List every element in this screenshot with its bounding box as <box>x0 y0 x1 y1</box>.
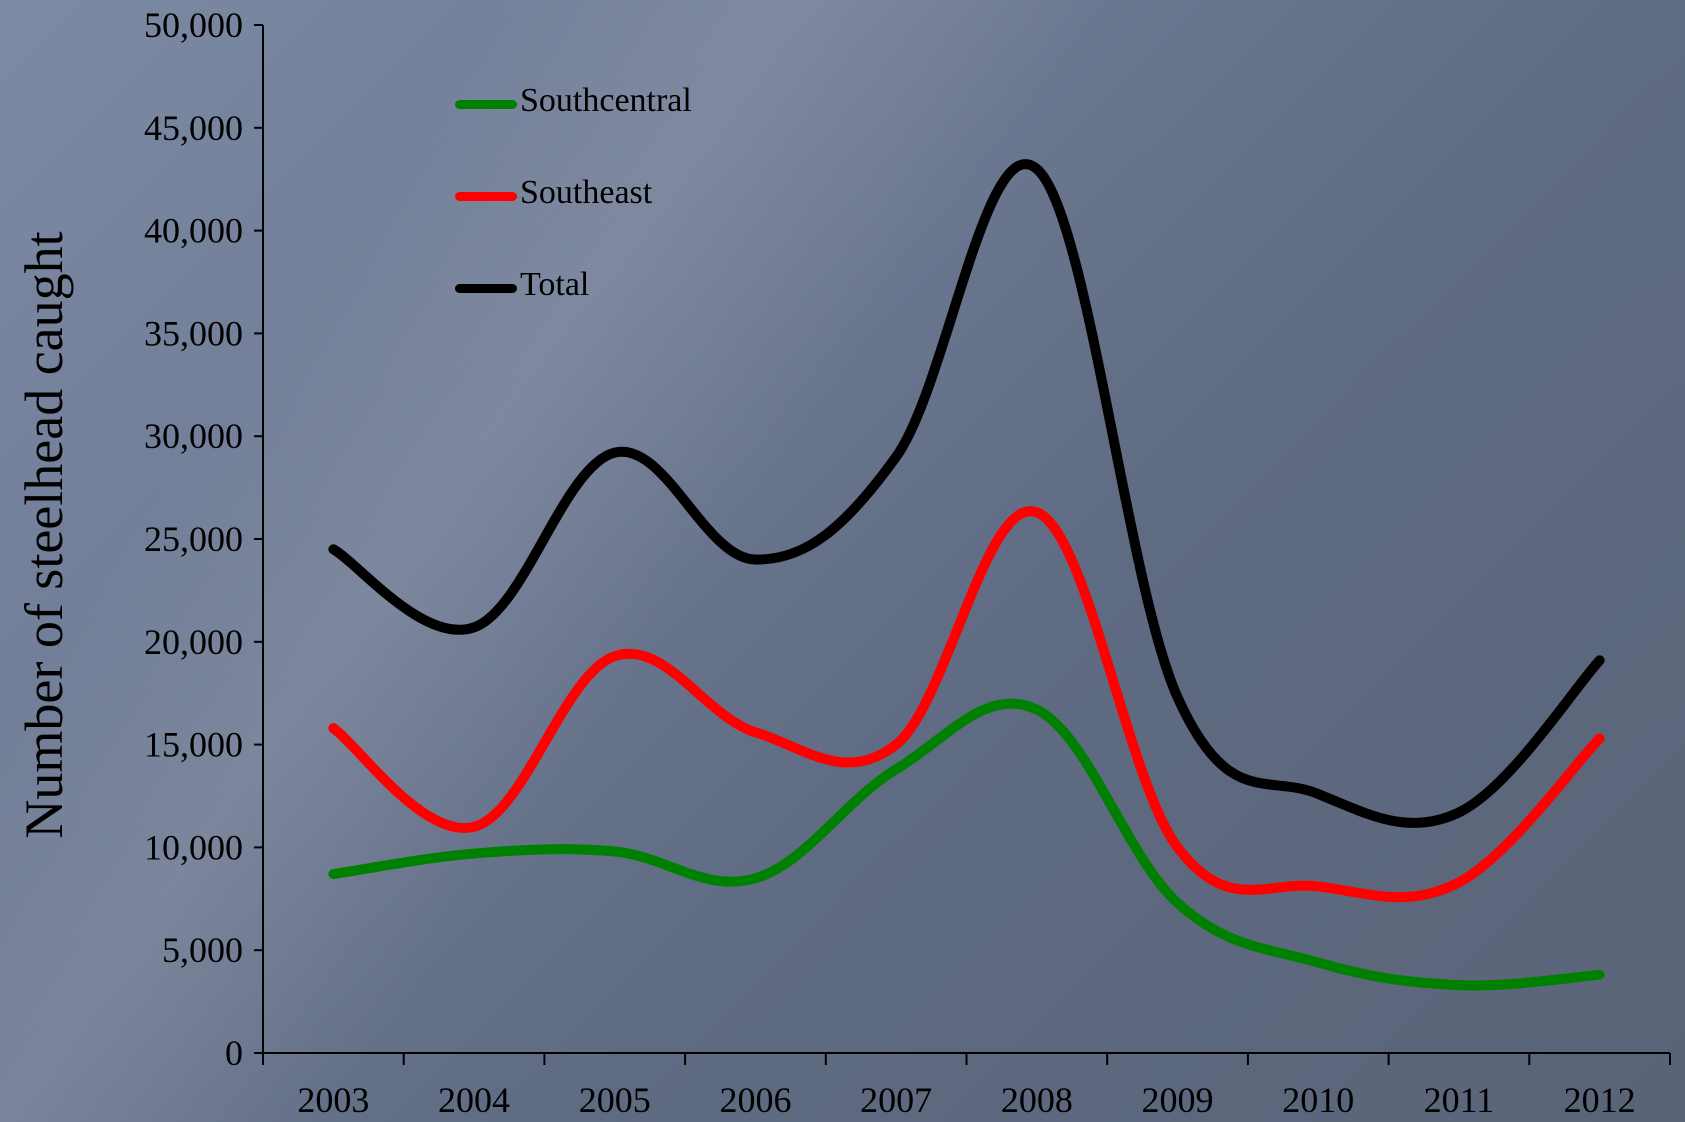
x-tick-label: 2006 <box>719 1080 791 1120</box>
legend-label-total: Total <box>520 266 590 303</box>
x-tick-label: 2005 <box>579 1080 651 1120</box>
y-tick-label: 45,000 <box>144 108 243 148</box>
axes: 0 5,000 10,000 15,000 20,000 25,000 30,000 35,0… <box>144 5 1671 1120</box>
legend-label-southcentral: Southcentral <box>520 82 692 119</box>
legend-swatch-southcentral <box>455 100 517 109</box>
y-tick-label: 20,000 <box>144 622 243 662</box>
x-tick-label: 2004 <box>438 1080 510 1120</box>
legend-swatch-total <box>455 284 517 293</box>
y-tick-label: 0 <box>225 1033 243 1073</box>
series-line-total <box>328 159 1605 828</box>
y-tick-label: 25,000 <box>144 519 243 559</box>
legend-swatch-southeast <box>455 192 517 201</box>
x-tick-label: 2012 <box>1564 1080 1636 1120</box>
series-line-southeast <box>328 506 1605 903</box>
x-tick-label: 2007 <box>860 1080 932 1120</box>
x-tick-label: 2008 <box>1001 1080 1073 1120</box>
legend-label-southeast: Southeast <box>520 174 653 211</box>
y-tick-label: 10,000 <box>144 827 243 867</box>
x-tick-label: 2003 <box>297 1080 369 1120</box>
series-layer <box>328 159 1605 991</box>
y-tick-label: 50,000 <box>144 5 243 45</box>
y-tick-label: 30,000 <box>144 416 243 456</box>
x-tick-label: 2010 <box>1282 1080 1354 1120</box>
y-tick-label: 40,000 <box>144 211 243 251</box>
y-axis-title: Number of steelhead caught <box>14 231 74 839</box>
x-tick-label: 2009 <box>1142 1080 1214 1120</box>
y-tick-label: 5,000 <box>162 930 243 970</box>
y-tick-label: 35,000 <box>144 313 243 353</box>
y-tick-label: 15,000 <box>144 725 243 765</box>
x-tick-label: 2011 <box>1424 1080 1495 1120</box>
series-line-southcentral <box>328 698 1605 991</box>
